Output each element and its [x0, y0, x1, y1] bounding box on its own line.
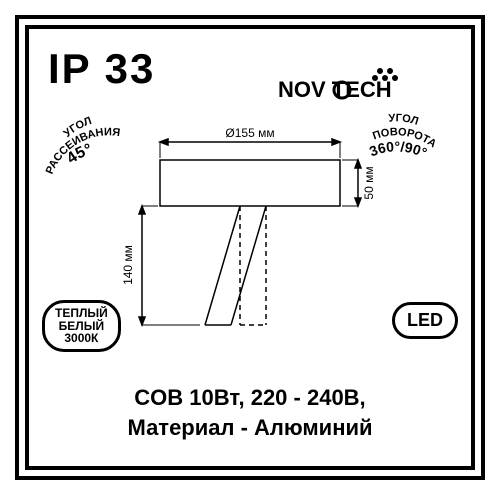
badge-warm-white: ТЕПЛЫЙ БЕЛЫЙ 3000К	[42, 300, 121, 352]
dim-height-arm: 140 мм	[121, 245, 135, 285]
dim-height-top: 50 мм	[362, 166, 376, 199]
ip-rating: IP 33	[48, 45, 155, 93]
badge-warm-line3: 3000К	[55, 332, 108, 345]
spec-line2: Материал - Алюминий	[0, 415, 500, 441]
dim-diameter: Ø155 мм	[225, 126, 274, 140]
brand-logo: NOV TECH	[278, 65, 458, 110]
badge-warm-line1: ТЕПЛЫЙ	[55, 307, 108, 320]
spec-line1: COB 10Вт, 220 - 240В,	[0, 385, 500, 411]
badge-led: LED	[392, 302, 458, 339]
technical-drawing: Ø155 мм 50 мм 140 мм	[100, 120, 400, 360]
